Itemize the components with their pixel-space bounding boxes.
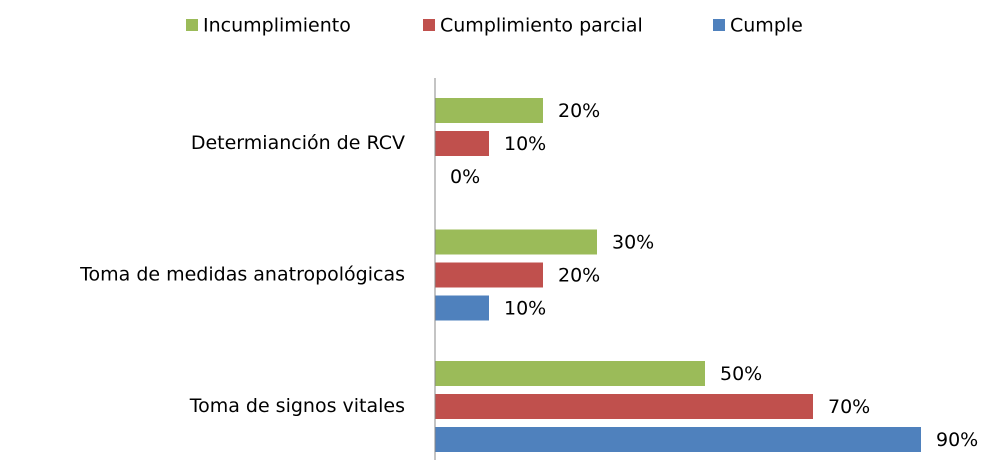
value-label: 30%	[612, 232, 654, 254]
bar	[435, 98, 543, 123]
value-label: 20%	[558, 100, 600, 122]
value-label: 50%	[720, 363, 762, 385]
legend-label: Incumplimiento	[203, 15, 351, 37]
bar	[435, 262, 543, 288]
legend-label: Cumple	[730, 15, 803, 37]
bar	[435, 427, 921, 452]
bar	[435, 361, 705, 386]
value-label: 90%	[936, 429, 978, 451]
value-label: 10%	[504, 133, 546, 155]
value-label: 70%	[828, 396, 870, 418]
value-label: 0%	[450, 166, 480, 188]
bar	[435, 394, 813, 419]
y-tick-label: Toma de signos vitales	[189, 395, 405, 417]
legend-label: Cumplimiento parcial	[440, 15, 643, 37]
legend-swatch	[423, 19, 435, 31]
value-label: 20%	[558, 265, 600, 287]
value-label: 10%	[504, 298, 546, 320]
y-tick-label: Toma de medidas anatropológicas	[79, 264, 405, 286]
bar	[435, 131, 489, 156]
y-tick-label: Determianción de RCV	[191, 132, 405, 154]
bar	[435, 295, 489, 321]
legend-swatch	[186, 19, 198, 31]
bar	[435, 229, 597, 255]
legend-swatch	[713, 19, 725, 31]
